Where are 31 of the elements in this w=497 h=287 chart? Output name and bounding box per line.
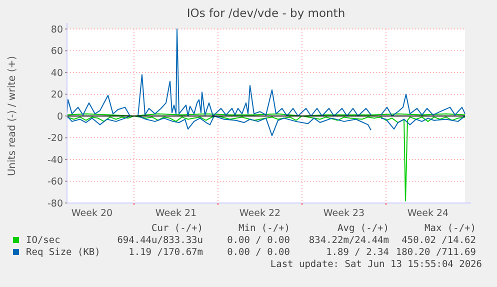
y-tick-label: -40 xyxy=(47,154,63,166)
text: 0.00 / 0.00 xyxy=(227,247,290,258)
y-tick-label: -80 xyxy=(47,198,63,210)
text: 450.02 /14.62 xyxy=(402,235,476,246)
x-tick-label: Week 23 xyxy=(323,208,365,219)
y-tick-label: 0 xyxy=(56,111,63,122)
text: 1.89 / 2.34 xyxy=(326,247,390,258)
text: Last update: Sat Jun 13 15:55:04 2026 xyxy=(270,259,482,270)
y-tick-label: 80 xyxy=(50,24,63,36)
chart-title: IOs for /dev/vde - by month xyxy=(186,6,346,20)
text: 1.19 /170.67m xyxy=(128,247,204,258)
text: Min (-/+) xyxy=(238,223,290,234)
y-tick-label: 20 xyxy=(50,90,63,101)
y-axis-title: Units read (-) / write (+) xyxy=(7,56,18,176)
text: Avg (-/+) xyxy=(338,223,389,234)
legend-label: Req Size (KB) xyxy=(26,247,100,258)
y-tick-label: -60 xyxy=(47,176,63,188)
legend-label: IO/sec xyxy=(26,235,60,246)
x-tick-label: Week 24 xyxy=(407,208,449,219)
text: 0.00 / 0.00 xyxy=(227,235,290,246)
text: 694.44u/833.33u xyxy=(117,235,203,246)
x-tick-label: Week 21 xyxy=(155,208,197,219)
y-tick-label: 40 xyxy=(50,68,63,79)
x-tick-label: Week 20 xyxy=(71,208,113,219)
text: 834.22m/24.44m xyxy=(308,235,390,246)
y-tick-label: 60 xyxy=(50,46,63,58)
x-tick-label: Week 22 xyxy=(239,208,281,219)
text: Cur (-/+) xyxy=(152,223,203,234)
text: 180.20 /711.69 xyxy=(396,247,476,258)
y-tick-label: -20 xyxy=(47,133,63,144)
text: Max (-/+) xyxy=(424,223,476,234)
